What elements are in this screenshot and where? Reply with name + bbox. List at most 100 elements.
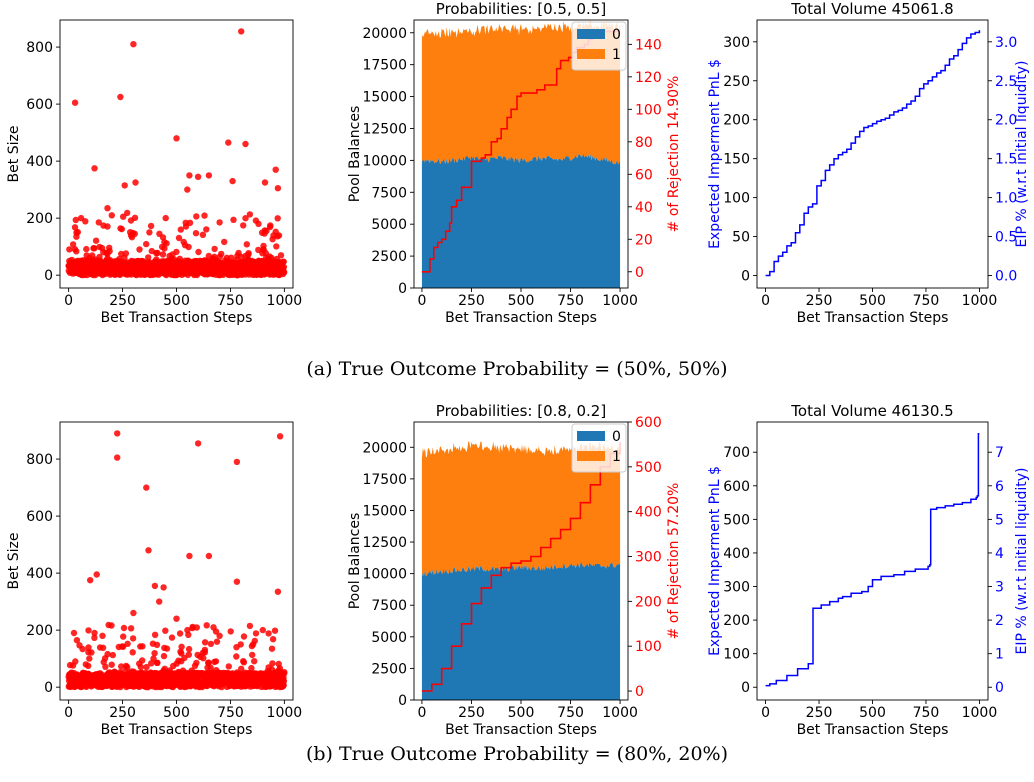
scatter-point bbox=[127, 625, 135, 632]
scatter-point bbox=[99, 644, 107, 651]
scatter-point bbox=[180, 238, 187, 246]
scatter-point bbox=[221, 257, 229, 264]
y-tick-label: 0 bbox=[398, 693, 407, 709]
chart-title: Probabilities: [0.5, 0.5] bbox=[436, 0, 606, 18]
chart-title: Total Volume 46130.5 bbox=[790, 402, 953, 420]
scatter-point bbox=[246, 211, 254, 218]
scatter-point bbox=[205, 659, 212, 666]
scatter-point bbox=[151, 631, 159, 638]
x-tick-label: 0 bbox=[417, 705, 426, 721]
scatter-point bbox=[201, 257, 208, 264]
scatter-point bbox=[153, 659, 161, 666]
y-axis-label: Pool Balances bbox=[347, 513, 363, 610]
scatter-point bbox=[265, 255, 272, 262]
scatter-point bbox=[223, 669, 231, 677]
scatter-point bbox=[277, 252, 285, 259]
scatter-point bbox=[85, 662, 92, 670]
y-axis-label: Expected Imperment PnL $ bbox=[707, 466, 723, 656]
scatter-point bbox=[106, 247, 113, 255]
scatter-point bbox=[266, 223, 274, 231]
scatter-point bbox=[136, 246, 143, 253]
chart-a-pool: 0 250 500 750 100002500500075001000012500150… bbox=[347, 0, 682, 326]
scatter-point bbox=[91, 634, 98, 641]
scatter-point bbox=[143, 240, 150, 248]
y-tick-label: 17500 bbox=[362, 472, 407, 488]
scatter-point bbox=[91, 165, 98, 172]
y-axis-label: Bet Size bbox=[6, 126, 22, 183]
scatter-point bbox=[143, 663, 150, 671]
scatter-point bbox=[281, 269, 288, 276]
scatter-point bbox=[153, 256, 160, 263]
scatter-point bbox=[118, 225, 126, 233]
scatter-point bbox=[240, 633, 248, 640]
scatter-point bbox=[124, 209, 131, 217]
scatter-point bbox=[72, 216, 80, 224]
scatter-point bbox=[120, 633, 127, 640]
x-tick-label: 500 bbox=[163, 293, 190, 309]
x-tick-label: 1000 bbox=[962, 293, 998, 309]
scatter-point bbox=[233, 458, 241, 466]
y2-tick-label: 7 bbox=[995, 445, 1004, 461]
y2-tick-label: 3.0 bbox=[995, 35, 1017, 51]
pnl-line bbox=[765, 433, 980, 687]
y-tick-label: 0 bbox=[741, 269, 750, 285]
scatter-point bbox=[182, 219, 189, 226]
y-axis-label: Bet Size bbox=[6, 533, 22, 590]
caption-a: (a) True Outcome Probability = (50%, 50%… bbox=[306, 358, 728, 380]
scatter-point bbox=[178, 643, 185, 650]
scatter-point bbox=[275, 232, 283, 239]
scatter-point bbox=[70, 629, 78, 637]
scatter-point bbox=[203, 622, 210, 629]
x-tick-label: 500 bbox=[859, 293, 886, 309]
y-tick-label: 7500 bbox=[371, 185, 407, 201]
y-tick-label: 400 bbox=[26, 566, 53, 582]
scatter-point bbox=[265, 630, 272, 637]
y-tick-label: 250 bbox=[723, 74, 750, 90]
scatter-point bbox=[114, 430, 121, 437]
y2-axis-label: # of Rejection 57.20% bbox=[666, 483, 682, 640]
y-tick-label: 200 bbox=[723, 113, 750, 129]
scatter-point bbox=[176, 255, 183, 262]
y2-tick-label: 40 bbox=[635, 200, 653, 216]
scatter-point bbox=[243, 241, 250, 248]
scatter-point bbox=[238, 28, 245, 35]
y-tick-label: 2500 bbox=[371, 661, 407, 677]
scatter-point bbox=[147, 222, 155, 230]
scatter-point bbox=[211, 245, 218, 253]
scatter-point bbox=[212, 628, 220, 635]
x-tick-label: 750 bbox=[913, 705, 940, 721]
scatter-point bbox=[216, 253, 223, 260]
scatter-point bbox=[184, 626, 191, 634]
y-tick-label: 50 bbox=[732, 230, 750, 246]
scatter-point bbox=[255, 220, 262, 228]
scatter-point bbox=[68, 669, 75, 676]
scatter-point bbox=[221, 238, 228, 246]
chart-a-bet-size: 0 250 500 750 1000 0 200 400 600 800 Bet Transacti… bbox=[6, 19, 302, 326]
scatter-point bbox=[203, 226, 210, 233]
y-tick-label: 800 bbox=[26, 40, 53, 56]
y-tick-label: 12500 bbox=[362, 535, 407, 551]
scatter-point bbox=[111, 668, 118, 675]
scatter-point bbox=[170, 662, 177, 670]
scatter-point bbox=[173, 135, 180, 142]
scatter-point bbox=[175, 234, 183, 242]
y-tick-label: 17500 bbox=[362, 58, 407, 74]
scatter-point bbox=[104, 650, 111, 658]
scatter-point bbox=[145, 547, 152, 554]
scatter-point bbox=[201, 646, 209, 654]
scatter-point bbox=[166, 252, 173, 260]
scatter-point bbox=[149, 640, 157, 647]
y2-tick-label: 3 bbox=[995, 580, 1004, 596]
x-tick-label: 0 bbox=[761, 705, 770, 721]
x-axis-label: Bet Transaction Steps bbox=[445, 722, 597, 738]
y-tick-label: 100 bbox=[723, 191, 750, 207]
y-tick-label: 0 bbox=[741, 680, 750, 696]
scatter-point bbox=[240, 658, 247, 665]
x-tick-label: 750 bbox=[913, 293, 940, 309]
caption-b: (b) True Outcome Probability = (80%, 20%… bbox=[305, 743, 729, 765]
y-tick-label: 0 bbox=[44, 680, 53, 696]
scatter-point bbox=[195, 248, 202, 256]
y2-tick-label: 2.5 bbox=[995, 74, 1017, 90]
y-tick-label: 5000 bbox=[371, 630, 407, 646]
y2-tick-label: 1 bbox=[995, 647, 1004, 663]
